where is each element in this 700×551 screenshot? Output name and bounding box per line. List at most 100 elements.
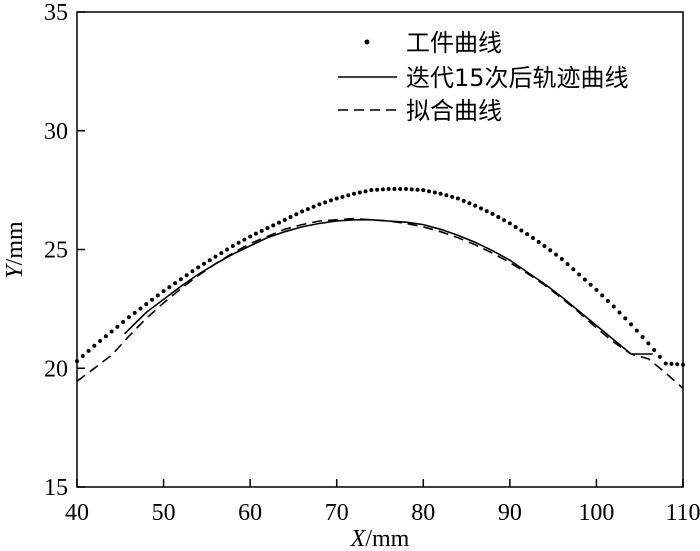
data-point xyxy=(213,254,218,259)
data-point xyxy=(415,187,420,192)
data-point xyxy=(525,232,530,237)
data-point xyxy=(530,236,535,241)
data-point xyxy=(432,190,437,195)
x-tick-label: 100 xyxy=(578,500,614,526)
data-point xyxy=(173,281,178,286)
data-point xyxy=(559,257,564,261)
data-point xyxy=(248,234,253,239)
series-workpiece-points xyxy=(75,186,685,367)
data-point xyxy=(201,261,206,266)
data-point xyxy=(634,328,639,333)
data-point xyxy=(305,207,310,212)
data-point xyxy=(427,189,432,194)
data-point xyxy=(219,251,224,256)
data-point xyxy=(507,221,512,226)
data-point xyxy=(588,282,593,287)
data-point xyxy=(565,262,570,267)
data-point xyxy=(346,193,351,198)
data-point xyxy=(473,203,478,208)
data-point xyxy=(571,267,576,272)
data-point xyxy=(444,193,449,198)
data-point xyxy=(611,304,616,309)
x-tick-label: 80 xyxy=(411,500,435,526)
data-point xyxy=(669,361,674,366)
data-point xyxy=(594,287,599,292)
data-point xyxy=(311,204,316,209)
data-point xyxy=(663,361,668,366)
y-tick-label: 35 xyxy=(44,0,68,26)
data-point xyxy=(467,201,472,206)
data-point xyxy=(150,297,155,302)
data-point xyxy=(178,277,183,282)
data-point xyxy=(196,265,201,270)
data-point xyxy=(121,319,126,324)
data-point xyxy=(190,269,195,274)
data-point xyxy=(363,189,368,194)
data-point xyxy=(352,191,357,196)
series-fitted-curve xyxy=(76,217,684,389)
data-point xyxy=(317,202,322,207)
data-point xyxy=(103,334,108,339)
data-point xyxy=(582,277,587,282)
series-trajectory-line xyxy=(124,219,653,355)
data-point xyxy=(115,324,120,329)
data-point xyxy=(259,228,264,233)
y-tick-label: 30 xyxy=(44,119,68,145)
data-point xyxy=(640,334,645,339)
data-point xyxy=(357,190,362,195)
data-point xyxy=(536,239,541,244)
data-point xyxy=(334,196,339,201)
data-point xyxy=(617,310,622,315)
data-point xyxy=(554,252,559,257)
data-point xyxy=(542,243,547,248)
data-point xyxy=(161,289,166,294)
data-point xyxy=(577,272,582,277)
data-point xyxy=(126,315,131,320)
data-point xyxy=(450,194,455,199)
data-point xyxy=(155,293,160,298)
data-point xyxy=(323,200,328,205)
data-point xyxy=(398,186,403,191)
x-tick-label: 50 xyxy=(152,500,176,526)
data-point xyxy=(403,186,408,191)
data-point xyxy=(92,343,97,348)
y-tick-label: 15 xyxy=(44,475,68,501)
data-point xyxy=(479,206,483,211)
data-point xyxy=(271,223,276,228)
data-point xyxy=(548,248,553,253)
data-point xyxy=(629,322,634,327)
data-point xyxy=(652,348,657,353)
data-point xyxy=(438,191,443,196)
data-point xyxy=(144,302,149,307)
data-point xyxy=(328,198,333,203)
data-point xyxy=(605,298,610,303)
y-tick-label: 20 xyxy=(44,356,68,382)
data-point xyxy=(519,228,524,233)
data-point xyxy=(490,211,495,216)
x-axis-label: X/mm xyxy=(350,526,410,551)
data-point xyxy=(184,273,189,278)
x-tick-label: 110 xyxy=(665,500,700,526)
data-point xyxy=(386,186,391,191)
data-point xyxy=(288,215,293,220)
x-axis-var: X xyxy=(350,526,367,551)
legend-item: 拟合曲线 xyxy=(338,97,502,125)
legend-label: 拟合曲线 xyxy=(406,97,502,125)
data-point xyxy=(409,187,414,192)
y-axis-var: Y xyxy=(2,263,28,279)
data-point xyxy=(455,196,460,201)
x-tick-label: 60 xyxy=(238,500,262,526)
x-tick-label: 40 xyxy=(65,500,89,526)
data-point xyxy=(392,186,397,191)
legend-label: 迭代15次后轨迹曲线 xyxy=(406,64,629,92)
data-point xyxy=(132,310,137,315)
data-point xyxy=(230,243,235,248)
legend-label: 工件曲线 xyxy=(406,29,502,57)
data-point xyxy=(375,187,380,192)
data-point xyxy=(207,258,212,263)
data-point xyxy=(513,224,518,229)
data-point xyxy=(225,247,230,252)
legend-item: 工件曲线 xyxy=(364,29,502,57)
